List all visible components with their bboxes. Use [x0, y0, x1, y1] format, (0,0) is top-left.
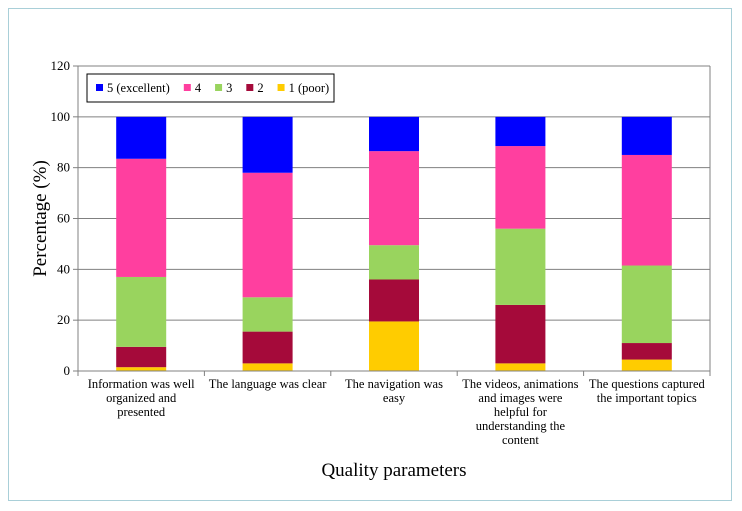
bar-segment-2-1-poor-	[242, 363, 293, 371]
x-tick-label-3: The navigation was easy	[345, 377, 443, 405]
bar-segment-5-4	[621, 154, 672, 266]
legend-label-1: 5 (excellent)	[107, 81, 170, 95]
x-tick-label-2: The language was clear	[209, 377, 327, 391]
bar-segment-3-5-excellent-	[369, 116, 419, 152]
bar-segment-2-4	[242, 172, 293, 298]
bar-segment-3-4	[369, 151, 419, 246]
legend-label-4: 2	[257, 81, 263, 95]
bar-segment-5-1-poor-	[621, 359, 672, 371]
bar-segment-1-1-poor-	[116, 367, 167, 371]
bar-segment-1-3	[116, 276, 167, 347]
legend-swatch-5	[277, 84, 285, 91]
x-tick-label-5: The questions captured the important topi…	[589, 377, 706, 405]
bar-segment-2-5-excellent-	[242, 116, 293, 173]
bar-segment-3-2	[369, 279, 419, 322]
y-tick-label-80: 80	[57, 160, 70, 175]
bar-segment-2-3	[242, 297, 293, 332]
y-tick-label-100: 100	[51, 109, 71, 124]
bar-segment-4-3	[495, 228, 546, 305]
bar-segment-1-5-excellent-	[116, 116, 167, 159]
x-axis-title: Quality parameters	[321, 460, 466, 481]
y-tick-label-20: 20	[57, 312, 70, 327]
bar-segment-3-1-poor-	[369, 321, 419, 371]
legend-label-5: 1 (poor)	[289, 81, 330, 95]
bar-segment-5-5-excellent-	[621, 116, 672, 155]
bar-segment-4-4	[495, 146, 546, 229]
bar-segment-4-5-excellent-	[495, 116, 546, 147]
bar-segment-5-3	[621, 265, 672, 344]
bar-segment-1-2	[116, 346, 167, 368]
bar-segment-1-4	[116, 158, 167, 277]
bar-segment-4-1-poor-	[495, 363, 546, 371]
legend-swatch-2	[183, 84, 191, 91]
legend-swatch-3	[215, 84, 223, 91]
bar-segment-4-2	[495, 304, 546, 364]
bar-segment-2-2	[242, 331, 293, 364]
x-tick-label-4: The videos, animations and images were hel…	[462, 377, 578, 447]
legend-swatch-4	[246, 84, 254, 91]
bar-segment-3-3	[369, 245, 419, 280]
legend-swatch-1	[96, 84, 103, 91]
legend-label-2: 4	[195, 81, 202, 95]
y-tick-label-120: 120	[51, 58, 71, 73]
x-tick-label-1: Information was well organized and present…	[88, 377, 195, 419]
y-tick-label-40: 40	[57, 261, 70, 276]
y-tick-label-0: 0	[64, 363, 71, 378]
y-tick-label-60: 60	[57, 211, 70, 226]
y-axis-title: Percentage (%)	[30, 160, 51, 277]
legend-box	[86, 73, 335, 103]
legend-label-3: 3	[226, 81, 232, 95]
bar-segment-5-2	[621, 343, 672, 360]
